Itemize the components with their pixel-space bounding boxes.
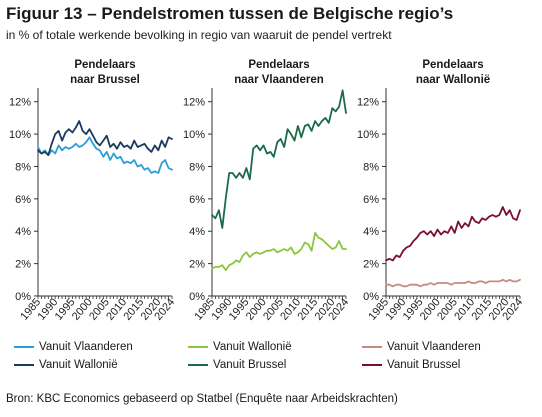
legend-label-vl-to-wal: Vanuit Vlaanderen	[387, 341, 481, 353]
panel-title-vlaanderen-line-2: naar Vlaanderen	[234, 74, 323, 86]
legend-swatch-bxl-to-wal	[362, 364, 382, 366]
y-tick-label-wallonie-6: 6%	[363, 194, 379, 206]
panel-title-wallonie-line-1: Pendelaars	[422, 59, 483, 71]
legend-item-wal-to-bxl: Vanuit Wallonië	[14, 359, 118, 371]
y-tick-label-wallonie-8: 8%	[363, 161, 379, 173]
y-tick-label-wallonie-4: 4%	[363, 226, 379, 238]
y-tick-label-brussel-8: 8%	[15, 161, 31, 173]
y-tick-label-vlaanderen-12: 12%	[183, 97, 205, 109]
legend-label-bxl-to-vl: Vanuit Brussel	[213, 359, 287, 371]
y-tick-label-wallonie-10: 10%	[357, 129, 379, 141]
legend-item-vl-to-wal: Vanuit Vlaanderen	[362, 341, 481, 353]
legend-swatch-wal-to-vl	[188, 346, 208, 348]
figure-title: Figuur 13 – Pendelstromen tussen de Belg…	[6, 4, 454, 23]
legend-swatch-wal-to-bxl	[14, 364, 34, 366]
legend-label-vl-to-bxl: Vanuit Vlaanderen	[39, 341, 133, 353]
series-line-brussel-wal_to_bxl	[37, 120, 173, 157]
figure-subtitle: in % of totale werkende bevolking in reg…	[6, 28, 392, 42]
y-tick-label-vlaanderen-2: 2%	[189, 259, 205, 271]
y-tick-label-wallonie-2: 2%	[363, 259, 379, 271]
legend-item-vl-to-bxl: Vanuit Vlaanderen	[14, 341, 133, 353]
y-tick-label-wallonie-12: 12%	[357, 97, 379, 109]
legend-item-wal-to-vl: Vanuit Wallonië	[188, 341, 292, 353]
y-tick-label-brussel-10: 10%	[9, 129, 31, 141]
y-tick-label-vlaanderen-10: 10%	[183, 129, 205, 141]
y-tick-label-brussel-12: 12%	[9, 97, 31, 109]
source-note: Bron: KBC Economics gebaseerd op Statbel…	[6, 393, 398, 405]
panel-title-vlaanderen-line-1: Pendelaars	[248, 59, 309, 71]
legend-swatch-vl-to-wal	[362, 346, 382, 348]
panel-title-brussel-line-2: naar Brussel	[70, 74, 140, 86]
y-tick-label-brussel-4: 4%	[15, 226, 31, 238]
legend-swatch-bxl-to-vl	[188, 364, 208, 366]
y-tick-label-vlaanderen-8: 8%	[189, 161, 205, 173]
y-tick-label-vlaanderen-4: 4%	[189, 226, 205, 238]
y-tick-label-brussel-0: 0%	[15, 291, 31, 303]
series-line-vlaanderen-bxl_to_vl	[211, 89, 347, 229]
y-tick-label-brussel-2: 2%	[15, 259, 31, 271]
legend-item-bxl-to-vl: Vanuit Brussel	[188, 359, 286, 371]
panel-title-wallonie-line-2: naar Wallonië	[416, 74, 490, 86]
y-tick-label-wallonie-0: 0%	[363, 291, 379, 303]
panel-title-brussel-line-1: Pendelaars	[74, 59, 135, 71]
series-line-vlaanderen-wal_to_vl	[211, 231, 347, 272]
legend-label-wal-to-bxl: Vanuit Wallonië	[39, 359, 118, 371]
legend-swatch-vl-to-bxl	[14, 346, 34, 348]
legend-label-bxl-to-wal: Vanuit Brussel	[387, 359, 461, 371]
series-line-wallonie-bxl_to_wal	[385, 206, 521, 262]
legend-label-wal-to-vl: Vanuit Wallonië	[213, 341, 292, 353]
legend-item-bxl-to-wal: Vanuit Brussel	[362, 359, 460, 371]
series-line-brussel-vl_to_bxl	[37, 136, 173, 174]
y-tick-label-brussel-6: 6%	[15, 194, 31, 206]
y-tick-label-vlaanderen-0: 0%	[189, 291, 205, 303]
y-tick-label-vlaanderen-6: 6%	[189, 194, 205, 206]
series-line-wallonie-vl_to_wal	[385, 278, 521, 288]
